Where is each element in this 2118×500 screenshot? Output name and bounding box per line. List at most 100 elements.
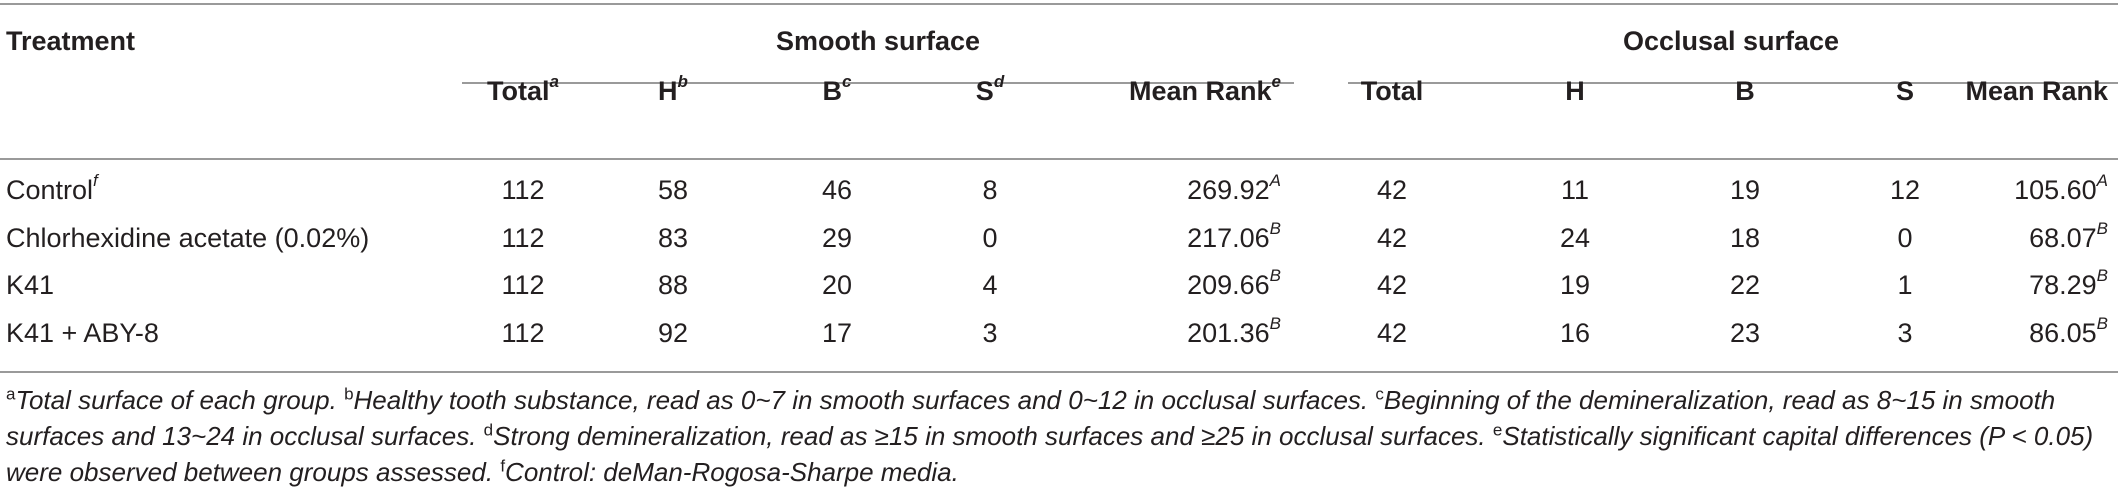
cell-value: 112 — [501, 223, 545, 253]
significance-mark: B — [1269, 219, 1281, 238]
smooth-col-header-label: S — [975, 76, 994, 106]
footnote-mark: f — [93, 171, 98, 190]
mean-rank-value: 269.92 — [1187, 175, 1270, 205]
smooth-value-cell: 88 — [658, 268, 688, 302]
occlusal-value-cell: 19 — [1560, 268, 1590, 302]
occlusal-col-header-label: Mean Rank — [1965, 76, 2108, 106]
cell-value: 42 — [1376, 318, 1408, 348]
treatment-name: Control — [6, 175, 94, 205]
occlusal-value-cell: 23 — [1730, 316, 1760, 350]
footnote-mark: f — [500, 456, 506, 476]
footnote-mark: a — [6, 384, 16, 404]
smooth-value-cell: 3 — [982, 316, 997, 350]
smooth-col-header: Hb — [658, 73, 688, 108]
treatment-header: Treatment — [6, 26, 136, 56]
smooth-mean-rank-cell: 217.06B — [1187, 219, 1281, 255]
treatment-name: Chlorhexidine acetate (0.02%) — [6, 223, 370, 253]
occlusal-value-cell: 12 — [1890, 173, 1920, 207]
cell-value: 0 — [1897, 223, 1913, 253]
smooth-value-cell: 112 — [501, 268, 544, 302]
cell-value: 22 — [1729, 270, 1761, 300]
footnote-text: Strong demineralization, read as ≥15 in … — [493, 421, 1486, 451]
smooth-group-underline — [462, 82, 1294, 84]
significance-mark: B — [1269, 266, 1281, 285]
occlusal-value-cell: 22 — [1730, 268, 1760, 302]
occlusal-mean-rank-cell: 86.05B — [2029, 314, 2108, 350]
smooth-value-cell: 4 — [982, 268, 997, 302]
footnote-mark: c — [1375, 384, 1384, 404]
footnote-text: Healthy tooth substance, read as 0~7 in … — [353, 385, 1369, 415]
smooth-col-header-label: H — [658, 76, 678, 106]
smooth-mean-rank-cell: 269.92A — [1187, 172, 1281, 207]
treatment-cell: Controlf — [6, 171, 98, 207]
smooth-col-header-label: B — [822, 76, 843, 106]
cell-value: 92 — [657, 318, 689, 348]
occlusal-col-header: Mean Rank — [1965, 74, 2108, 108]
smooth-value-cell: 0 — [982, 221, 997, 255]
cell-value: 19 — [1729, 175, 1761, 205]
smooth-col-header: Sd — [975, 73, 1004, 108]
occlusal-mean-rank-cell: 78.29B — [2029, 266, 2108, 302]
cell-value: 42 — [1376, 175, 1408, 205]
treatment-name: K41 + ABY-8 — [6, 318, 159, 348]
occlusal-col-header: Total — [1361, 74, 1424, 108]
footnote-mark: d — [483, 420, 494, 440]
cell-value: 3 — [982, 318, 998, 348]
smooth-value-cell: 112 — [501, 173, 544, 207]
cell-value: 112 — [501, 175, 545, 205]
occlusal-value-cell: 42 — [1377, 221, 1407, 255]
cell-value: 46 — [821, 175, 853, 205]
mean-rank-value: 201.36 — [1187, 318, 1270, 348]
mean-rank-value: 68.07 — [2029, 223, 2097, 253]
mean-rank-value: 78.29 — [2029, 270, 2097, 300]
occlusal-value-cell: 42 — [1377, 316, 1407, 350]
cell-value: 3 — [1897, 318, 1913, 348]
occlusal-value-cell: 11 — [1561, 173, 1589, 207]
smooth-value-cell: 8 — [982, 173, 997, 207]
smooth-value-cell: 83 — [658, 221, 688, 255]
significance-mark: B — [2096, 314, 2108, 333]
table-footnotes: aTotal surface of each group. bHealthy t… — [6, 382, 2114, 490]
treatment-cell: Chlorhexidine acetate (0.02%) — [6, 221, 369, 255]
mean-rank-value: 217.06 — [1187, 223, 1270, 253]
cell-value: 83 — [657, 223, 689, 253]
smooth-value-cell: 17 — [822, 316, 852, 350]
table-top-rule — [0, 3, 2118, 5]
treatment-cell: K41 + ABY-8 — [6, 316, 159, 350]
significance-mark: B — [2096, 266, 2108, 285]
cell-value: 20 — [821, 270, 853, 300]
smooth-value-cell: 112 — [501, 221, 544, 255]
footnote-text: Statistically significant capital differ… — [6, 421, 2094, 487]
occlusal-mean-rank-cell: 105.60A — [2014, 172, 2108, 207]
footnote-mark: a — [549, 72, 559, 91]
occlusal-group-underline — [1348, 82, 2118, 84]
smooth-value-cell: 58 — [658, 173, 688, 207]
cell-value: 17 — [821, 318, 853, 348]
smooth-col-header-label: Mean Rank — [1128, 76, 1272, 106]
occlusal-value-cell: 0 — [1897, 221, 1912, 255]
occlusal-value-cell: 3 — [1897, 316, 1912, 350]
footnote-mark: e — [1492, 420, 1503, 440]
smooth-mean-rank-cell: 209.66B — [1187, 266, 1281, 302]
smooth-surface-header: Smooth surface — [775, 26, 981, 56]
cell-value: 0 — [982, 223, 998, 253]
table-bottom-rule — [0, 371, 2118, 373]
smooth-col-header: Mean Ranke — [1128, 73, 1281, 108]
cell-value: 1 — [1897, 270, 1913, 300]
cell-value: 42 — [1376, 270, 1408, 300]
occlusal-value-cell: 24 — [1560, 221, 1590, 255]
smooth-value-cell: 92 — [658, 316, 688, 350]
smooth-value-cell: 46 — [822, 173, 852, 207]
occlusal-value-cell: 1 — [1897, 268, 1912, 302]
occlusal-col-header-label: H — [1565, 76, 1585, 106]
smooth-value-cell: 20 — [822, 268, 852, 302]
header-bottom-rule — [0, 158, 2118, 160]
occlusal-value-cell: 16 — [1560, 316, 1590, 350]
cell-value: 88 — [657, 270, 689, 300]
cell-value: 8 — [982, 175, 998, 205]
cell-value: 112 — [501, 318, 545, 348]
treatment-cell: K41 — [6, 268, 54, 302]
cell-value: 12 — [1889, 175, 1921, 205]
occlusal-col-header: S — [1896, 74, 1914, 108]
treatment-name: K41 — [6, 270, 55, 300]
